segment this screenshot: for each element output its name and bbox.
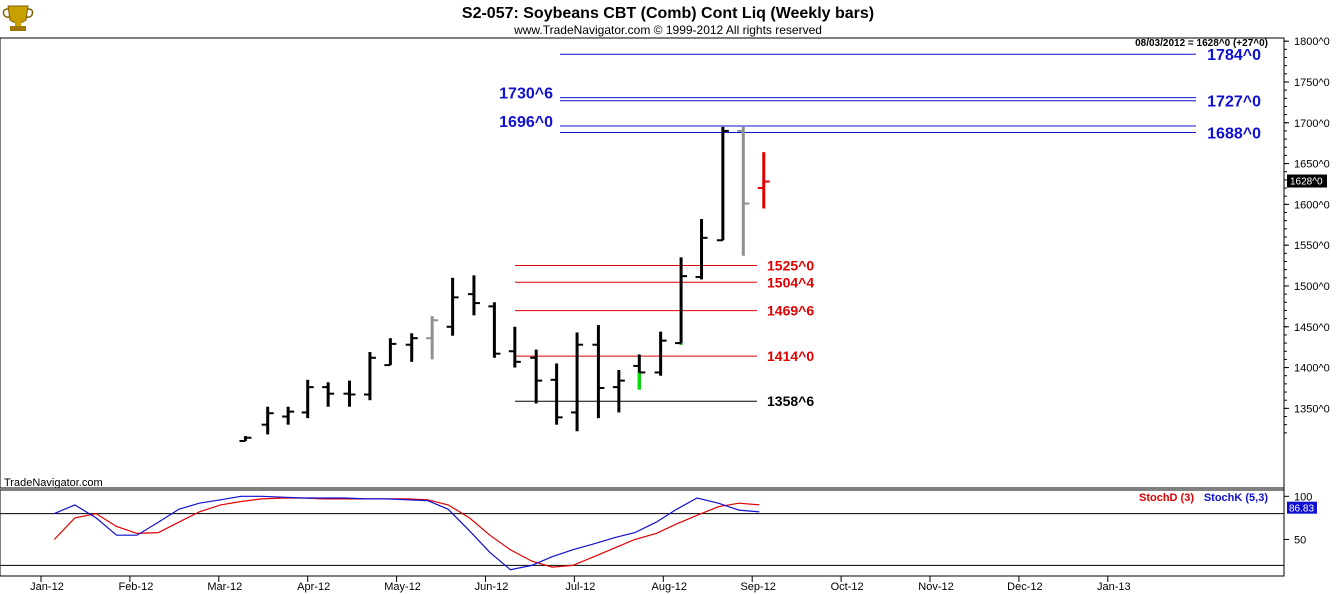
chart-title: S2-057: Soybeans CBT (Comb) Cont Liq (We… xyxy=(462,5,874,22)
ohlc-bar xyxy=(384,338,397,367)
ohlc-bar xyxy=(612,370,625,413)
y-tick-label: 1800^0 xyxy=(1294,36,1330,48)
last-quote-text: 08/03/2012 = 1628^0 (+27^0) xyxy=(1135,38,1268,49)
copyright-text: www.TradeNavigator.com © 1999-2012 All r… xyxy=(513,23,822,37)
y-tick-label: 1450^0 xyxy=(1294,322,1330,334)
level-label-1525^0: 1525^0 xyxy=(767,258,814,274)
ohlc-bar xyxy=(695,219,708,280)
ohlc-bar xyxy=(363,352,376,401)
x-axis: Jan-12 Feb-12 Mar-12 Apr-12 May-12 Jun-12 Jul-… xyxy=(30,576,1131,593)
stochastic-panel xyxy=(0,489,1285,577)
level-label-1688^0: 1688^0 xyxy=(1207,126,1261,143)
level-label-1504^4: 1504^4 xyxy=(767,274,814,290)
y-tick-label: 1700^0 xyxy=(1294,118,1330,130)
last-price-box xyxy=(1287,174,1327,188)
ohlc-bar xyxy=(592,325,605,419)
ohlc-bar xyxy=(633,354,646,390)
trophy-icon xyxy=(2,5,34,31)
level-label-1696^0: 1696^0 xyxy=(499,114,553,131)
ohlc-bar xyxy=(343,380,356,407)
price-plot: 1784^0 1730^6 1727^0 1696^0 1688^0 1525^01504… xyxy=(239,47,1261,442)
x-tick-label: Aug-12 xyxy=(652,581,687,593)
x-tick-label: Apr-12 xyxy=(297,581,330,593)
ohlc-bar xyxy=(405,333,418,362)
y-tick-label: 1350^0 xyxy=(1294,403,1330,415)
level-label-1730^6: 1730^6 xyxy=(499,86,553,103)
stoch-tick-label: 50 xyxy=(1294,534,1306,546)
x-tick-label: Sep-12 xyxy=(740,581,775,593)
y-tick-label: 1500^0 xyxy=(1294,281,1330,293)
price-panel xyxy=(0,37,1285,489)
last-price-label: 1628^0 xyxy=(1290,177,1323,188)
level-label-1469^6: 1469^6 xyxy=(767,303,814,319)
x-tick-label: Dec-12 xyxy=(1007,581,1042,593)
ohlc-bar xyxy=(508,326,521,368)
x-tick-label: Nov-12 xyxy=(918,581,953,593)
ohlc-bar xyxy=(467,275,480,316)
ohlc-bar xyxy=(550,363,563,425)
ohlc-bar xyxy=(322,382,335,407)
y-tick-label: 1600^0 xyxy=(1294,199,1330,211)
ohlc-bar xyxy=(301,379,314,419)
level-label-1414^0: 1414^0 xyxy=(767,348,814,364)
level-label-1784^0: 1784^0 xyxy=(1207,47,1261,64)
level-label-1358^6: 1358^6 xyxy=(767,393,814,409)
x-tick-label: Jan-13 xyxy=(1097,581,1131,593)
x-tick-label: Jul-12 xyxy=(565,581,595,593)
stoch-line-1 xyxy=(54,495,760,571)
level-label-1727^0: 1727^0 xyxy=(1207,94,1261,111)
stoch-line-0 xyxy=(53,497,760,568)
ohlc-bar xyxy=(716,126,729,242)
ohlc-bar xyxy=(261,406,274,435)
x-tick-label: Jun-12 xyxy=(475,581,509,593)
ohlc-bar xyxy=(426,316,439,360)
x-tick-label: Mar-12 xyxy=(207,581,242,593)
x-tick-label: Feb-12 xyxy=(118,581,153,593)
stoch-tick-label: 100 xyxy=(1294,491,1312,503)
ohlc-bar xyxy=(446,277,459,336)
x-tick-label: May-12 xyxy=(384,581,421,593)
stochastic-plot xyxy=(0,495,1284,571)
ohlc-bar xyxy=(488,302,501,358)
legend-stochk: StochK (5,3) xyxy=(1204,492,1269,504)
y-tick-label: 1750^0 xyxy=(1294,77,1330,89)
ohlc-bar xyxy=(239,436,252,442)
y-axis: 1350^0 1400^0 1450^0 1500^0 1550^0 1600^0 1650… xyxy=(1284,36,1330,546)
legend-stochd: StochD (3) xyxy=(1139,492,1194,504)
ohlc-bar xyxy=(571,332,584,432)
ohlc-bar xyxy=(530,349,543,404)
y-tick-label: 1650^0 xyxy=(1294,159,1330,171)
y-tick-label: 1400^0 xyxy=(1294,363,1330,375)
ohlc-bar xyxy=(757,152,770,209)
ohlc-bar xyxy=(654,331,667,376)
ohlc-bar xyxy=(675,257,688,345)
stoch-last-box xyxy=(1287,501,1317,514)
ohlc-bar xyxy=(737,126,750,256)
x-tick-label: Oct-12 xyxy=(831,581,864,593)
ohlc-bar xyxy=(282,406,295,425)
y-tick-label: 1550^0 xyxy=(1294,240,1330,252)
x-tick-label: Jan-12 xyxy=(30,581,64,593)
brand-watermark: TradeNavigator.com xyxy=(4,477,103,489)
stoch-last-label: 86.83 xyxy=(1289,504,1314,515)
